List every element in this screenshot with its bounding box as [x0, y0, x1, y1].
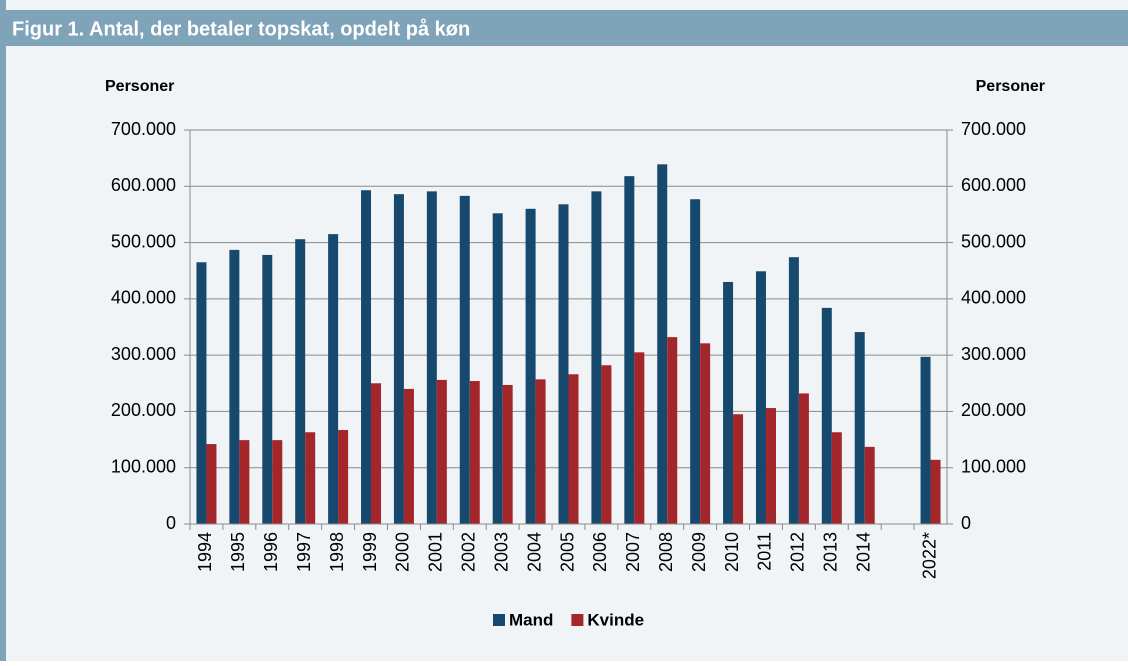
x-tick-label: 2005 — [557, 532, 577, 572]
bar — [328, 234, 339, 524]
legend-label: Mand — [509, 610, 553, 629]
bar — [733, 414, 744, 524]
bar — [393, 194, 404, 524]
y-tick-label: 300.000 — [111, 344, 176, 364]
x-tick-label: 1995 — [228, 532, 248, 572]
bar — [667, 337, 678, 524]
y2-tick-label: 100.000 — [961, 456, 1026, 476]
bar — [591, 191, 602, 524]
x-tick-label: 1994 — [195, 532, 215, 572]
bar — [624, 176, 635, 524]
bar — [831, 432, 842, 524]
bar — [305, 432, 316, 524]
x-tick-label: 2007 — [623, 532, 643, 572]
bar — [239, 440, 250, 524]
bar — [229, 249, 240, 525]
bar — [700, 343, 711, 524]
bar — [525, 208, 536, 525]
x-tick-label: 2012 — [788, 532, 808, 572]
panel-border — [0, 0, 6, 661]
x-tick-label: 2001 — [426, 532, 446, 572]
y-tick-label: 600.000 — [111, 175, 176, 195]
bar — [930, 459, 941, 524]
bar — [403, 388, 414, 524]
bar — [788, 257, 799, 524]
x-tick-label: 2009 — [689, 532, 709, 572]
x-tick-label: 2006 — [590, 532, 610, 572]
y2-tick-label: 500.000 — [961, 231, 1026, 251]
y2-axis-label: Personer — [976, 78, 1045, 95]
y-tick-label: 500.000 — [111, 231, 176, 251]
bar — [196, 262, 207, 524]
y-tick-label: 200.000 — [111, 400, 176, 420]
y2-tick-label: 600.000 — [961, 175, 1026, 195]
x-tick-label: 2004 — [524, 532, 544, 572]
bar — [568, 374, 579, 524]
bar — [558, 204, 569, 524]
y2-tick-label: 300.000 — [961, 344, 1026, 364]
bar — [657, 164, 668, 524]
bar — [492, 213, 503, 524]
y-axis-label: Personer — [105, 78, 174, 95]
x-tick-label: 2011 — [755, 532, 775, 571]
bar — [634, 352, 645, 524]
bar — [535, 379, 546, 524]
x-tick-label: 2014 — [853, 532, 873, 572]
legend-swatch — [493, 614, 505, 626]
x-tick-label: 2013 — [821, 532, 841, 572]
bar — [755, 271, 766, 524]
y-tick-label: 400.000 — [111, 288, 176, 308]
bar — [371, 383, 382, 524]
bar — [690, 199, 701, 524]
y-tick-label: 100.000 — [111, 456, 176, 476]
y2-tick-label: 0 — [961, 513, 971, 533]
bar — [864, 446, 875, 524]
bar — [821, 307, 832, 524]
bar — [798, 393, 809, 524]
bar — [920, 356, 931, 524]
bar — [502, 384, 513, 524]
x-tick-label: 1996 — [261, 532, 281, 572]
y2-tick-label: 200.000 — [961, 400, 1026, 420]
y2-tick-label: 700.000 — [961, 119, 1026, 139]
bar — [469, 381, 480, 524]
legend-swatch — [571, 614, 584, 626]
bar — [459, 195, 470, 524]
bar — [262, 254, 273, 524]
x-tick-label: 2003 — [491, 532, 511, 572]
x-tick-label: 2010 — [722, 532, 742, 572]
bar — [338, 430, 349, 524]
x-tick-label: 2008 — [656, 532, 676, 572]
bar — [426, 191, 437, 524]
y-tick-label: 700.000 — [111, 119, 176, 139]
bar — [295, 239, 306, 525]
y2-tick-label: 400.000 — [961, 288, 1026, 308]
bar — [765, 408, 776, 524]
bar — [723, 281, 734, 524]
chart-title: Figur 1. Antal, der betaler topskat, opd… — [12, 17, 470, 40]
bar — [436, 379, 447, 524]
x-tick-label: 2002 — [459, 532, 479, 572]
title-bar — [0, 10, 1128, 46]
bar — [206, 444, 217, 524]
x-tick-label: 1997 — [294, 532, 314, 572]
x-tick-label: 2000 — [393, 532, 413, 572]
x-tick-label: 1998 — [327, 532, 347, 572]
bar — [601, 365, 612, 524]
x-tick-label: 1999 — [360, 532, 380, 572]
y-tick-label: 0 — [166, 513, 176, 533]
bar — [854, 332, 865, 524]
x-tick-label: 2022* — [919, 532, 939, 579]
legend-label: Kvinde — [587, 610, 644, 629]
bar — [272, 440, 283, 524]
bar — [361, 190, 372, 524]
